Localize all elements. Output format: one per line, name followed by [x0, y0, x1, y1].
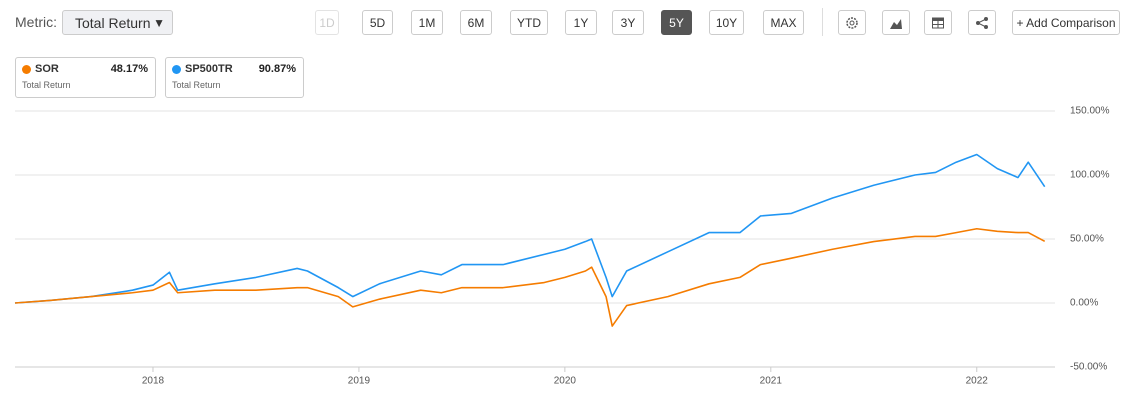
table-icon: [932, 17, 944, 28]
legend-card: SP500TR 90.87% Total Return: [165, 57, 304, 98]
metric-dropdown[interactable]: Total Return ▼: [62, 10, 173, 35]
legend-dot: [172, 65, 181, 74]
x-tick-label: 2019: [348, 376, 371, 387]
range-button[interactable]: MAX: [763, 10, 804, 35]
legend-card: SOR 48.17% Total Return: [15, 57, 156, 98]
y-tick-label: 150.00%: [1070, 106, 1110, 117]
mountain-icon: [890, 18, 902, 29]
legend-dot: [22, 65, 31, 74]
range-button: 1D: [315, 10, 339, 35]
legend-metric: Total Return: [172, 80, 221, 90]
separator: [822, 8, 823, 36]
share-button[interactable]: [968, 10, 996, 35]
legend-metric: Total Return: [22, 80, 71, 90]
series-line: [14, 153, 1046, 304]
legend-value: 90.87%: [258, 63, 296, 75]
chart-type-button[interactable]: [882, 10, 910, 35]
settings-button[interactable]: [838, 10, 866, 35]
range-button[interactable]: 5D: [362, 10, 393, 35]
series-line: [14, 227, 1046, 327]
x-tick-label: 2020: [554, 376, 577, 387]
range-button[interactable]: 6M: [460, 10, 492, 35]
share-icon: [976, 16, 988, 29]
y-tick-label: 50.00%: [1070, 234, 1104, 245]
dropdown-arrow: ▼: [153, 15, 165, 30]
x-tick-label: 2018: [142, 376, 165, 387]
metric-label: Metric:: [15, 14, 57, 30]
gear-icon: [846, 16, 858, 29]
range-button[interactable]: 10Y: [709, 10, 744, 35]
legend-value: 48.17%: [110, 63, 148, 75]
range-button[interactable]: 5Y: [661, 10, 692, 35]
y-tick-label: 0.00%: [1070, 298, 1098, 309]
x-tick-label: 2021: [760, 376, 783, 387]
y-tick-label: -50.00%: [1070, 362, 1107, 373]
range-button[interactable]: YTD: [510, 10, 548, 35]
range-button[interactable]: 1Y: [565, 10, 597, 35]
y-tick-label: 100.00%: [1070, 170, 1110, 181]
legend-name: SP500TR: [185, 63, 233, 75]
add-comparison-button[interactable]: + Add Comparison: [1012, 10, 1120, 35]
table-button[interactable]: [924, 10, 952, 35]
legend-name: SOR: [35, 63, 59, 75]
x-tick-label: 2022: [966, 376, 989, 387]
range-button[interactable]: 3Y: [612, 10, 644, 35]
range-button[interactable]: 1M: [411, 10, 443, 35]
metric-value: Total Return: [75, 14, 151, 31]
